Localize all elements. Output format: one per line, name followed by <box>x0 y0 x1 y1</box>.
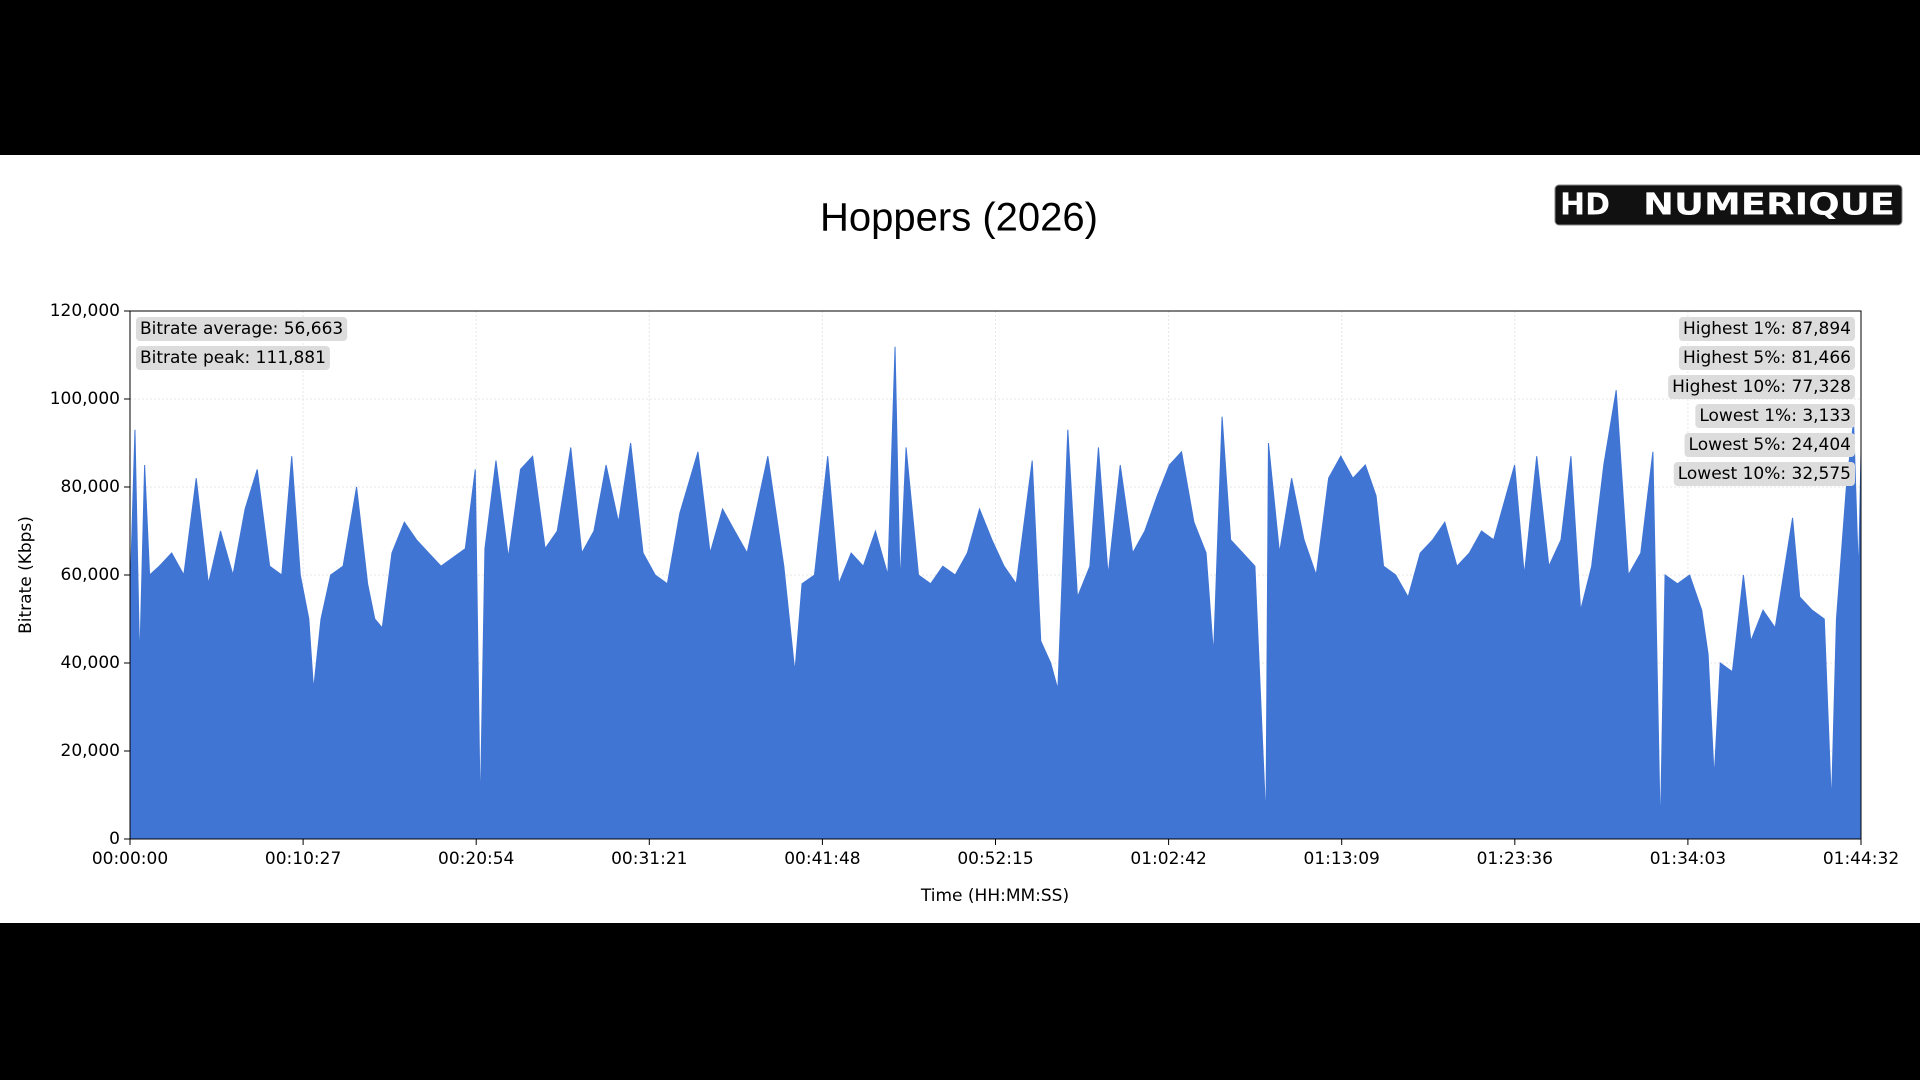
y-axis-label: Bitrate (Kbps) <box>16 516 36 634</box>
x-axis-label: Time (HH:MM:SS) <box>920 886 1069 906</box>
stat-box <box>136 317 348 341</box>
stat-box <box>1673 462 1855 486</box>
y-tick-label: 120,000 <box>50 301 120 321</box>
x-tick-label: 01:44:32 <box>1823 849 1899 869</box>
stat-label: Lowest 5%: 24,404 <box>1689 435 1851 455</box>
y-tick-label: 20,000 <box>61 741 120 761</box>
stat-box <box>1678 317 1855 341</box>
stat-box <box>1684 433 1855 457</box>
logo: HD NUMERIQUE <box>1554 184 1903 226</box>
stat-label: Lowest 10%: 32,575 <box>1678 464 1851 484</box>
stat-label: Bitrate average: 56,663 <box>140 319 343 339</box>
y-tick-label: 60,000 <box>61 565 120 585</box>
logo-box <box>1554 184 1903 226</box>
y-tick-label: 40,000 <box>61 653 120 673</box>
stat-box <box>1668 375 1855 399</box>
x-tick-label: 00:20:54 <box>438 849 514 869</box>
stat-box <box>1678 346 1855 370</box>
logo-name: NUMERIQUE <box>1643 188 1895 223</box>
bitrate-area <box>129 346 1862 840</box>
x-tick-label: 01:13:09 <box>1304 849 1380 869</box>
stat-box <box>1695 404 1855 428</box>
chart-title: Hoppers (2026) <box>820 196 1098 240</box>
x-tick-label: 01:02:42 <box>1130 849 1206 869</box>
x-tick-label: 00:41:48 <box>784 849 860 869</box>
x-tick-label: 00:52:15 <box>957 849 1033 869</box>
logo-hd: HD <box>1560 188 1610 223</box>
y-tick-label: 100,000 <box>50 389 120 409</box>
x-tick-label: 01:23:36 <box>1477 849 1553 869</box>
stat-label: Bitrate peak: 111,881 <box>140 348 326 368</box>
stat-label: Highest 5%: 81,466 <box>1683 348 1851 368</box>
y-tick-label: 0 <box>109 829 120 849</box>
plot-frame <box>129 310 1862 840</box>
x-tick-label: 00:10:27 <box>265 849 341 869</box>
y-tick-label: 80,000 <box>61 477 120 497</box>
stat-label: Lowest 1%: 3,133 <box>1699 406 1851 426</box>
x-tick-label: 01:34:03 <box>1650 849 1726 869</box>
stat-label: Highest 1%: 87,894 <box>1683 319 1851 339</box>
x-tick-label: 00:00:00 <box>92 849 168 869</box>
stat-box <box>136 346 330 370</box>
x-tick-label: 00:31:21 <box>611 849 687 869</box>
stat-label: Highest 10%: 77,328 <box>1672 377 1851 397</box>
